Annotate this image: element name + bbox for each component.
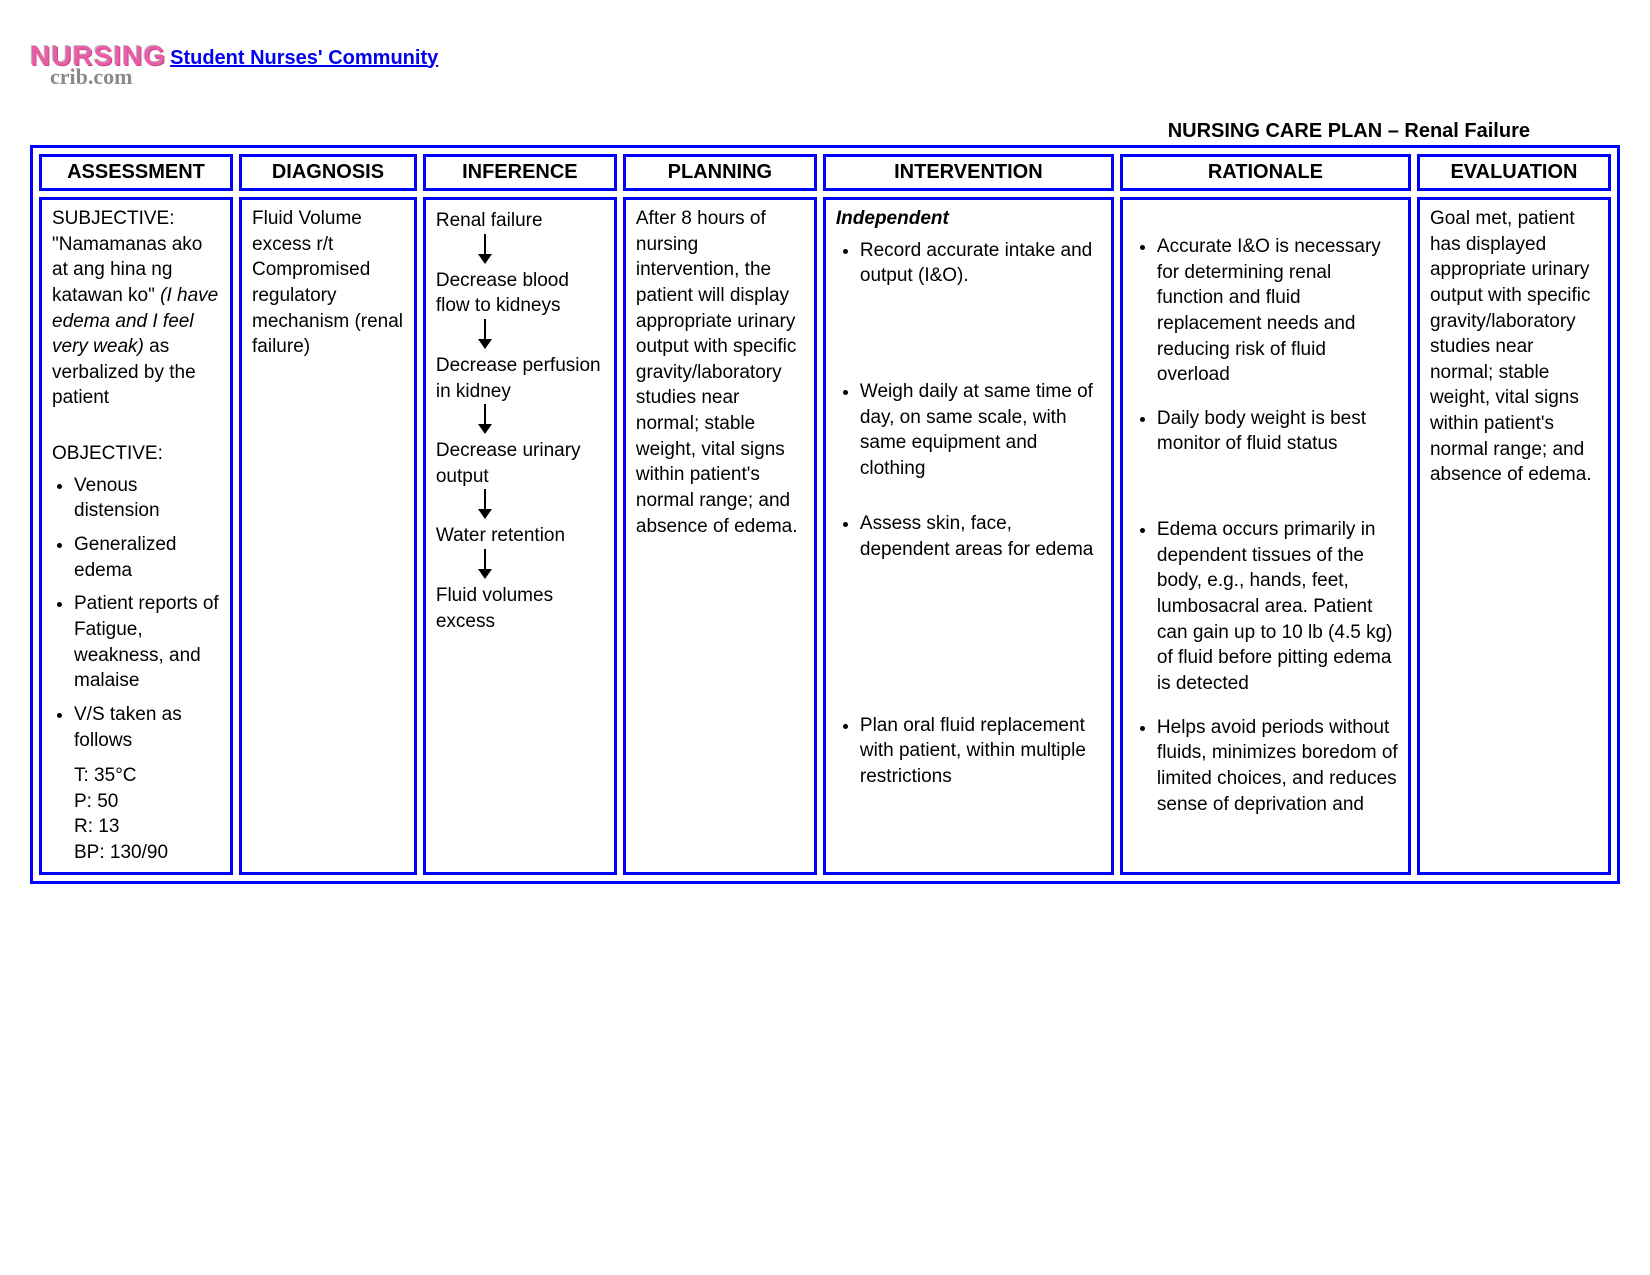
plan-outer-border: ASSESSMENT DIAGNOSIS INFERENCE PLANNING … — [30, 145, 1620, 884]
inference-step: Renal failure — [436, 208, 604, 234]
objective-item: Generalized edema — [74, 532, 220, 583]
cell-assessment: SUBJECTIVE: "Namamanas ako at ang hina n… — [39, 197, 233, 875]
vital-bp: BP: 130/90 — [74, 840, 220, 866]
page-title: NURSING CARE PLAN – Renal Failure — [30, 120, 1620, 143]
vitals: T: 35°C P: 50 R: 13 BP: 130/90 — [74, 763, 220, 866]
page: NURSING crib.com Student Nurses' Communi… — [0, 0, 1650, 884]
down-arrow-icon — [476, 404, 604, 434]
down-arrow-icon — [476, 319, 604, 349]
col-diagnosis: DIAGNOSIS — [239, 154, 417, 191]
down-arrow-icon — [476, 489, 604, 519]
col-inference: INFERENCE — [423, 154, 617, 191]
cell-planning: After 8 hours of nursing intervention, t… — [623, 197, 817, 875]
rationale-item: Daily body weight is best monitor of flu… — [1157, 406, 1398, 457]
logo: NURSING crib.com — [30, 40, 166, 90]
inference-step: Decrease urinary output — [436, 438, 604, 489]
down-arrow-icon — [476, 234, 604, 264]
cell-diagnosis: Fluid Volume excess r/t Compromised regu… — [239, 197, 417, 875]
objective-item: Venous distension — [74, 473, 220, 524]
cell-evaluation: Goal met, patient has displayed appropri… — [1417, 197, 1611, 875]
rationale-item: Edema occurs primarily in dependent tiss… — [1157, 517, 1398, 696]
col-planning: PLANNING — [623, 154, 817, 191]
community-link[interactable]: Student Nurses' Community — [170, 47, 438, 70]
table-body-row: SUBJECTIVE: "Namamanas ako at ang hina n… — [39, 197, 1611, 875]
inference-flow: Renal failure Decrease blood flow to kidn… — [436, 208, 604, 634]
vital-p: P: 50 — [74, 789, 220, 815]
subjective-label: SUBJECTIVE: — [52, 206, 220, 232]
cell-intervention: Independent Record accurate intake and o… — [823, 197, 1114, 875]
inference-step: Water retention — [436, 523, 604, 549]
down-arrow-icon — [476, 549, 604, 579]
objective-list: Venous distension Generalized edema Pati… — [52, 473, 220, 753]
intervention-item: Assess skin, face, dependent areas for e… — [860, 511, 1101, 562]
intervention-list: Record accurate intake and output (I&O).… — [836, 238, 1101, 790]
header: NURSING crib.com Student Nurses' Communi… — [30, 40, 1620, 90]
inference-step: Fluid volumes excess — [436, 583, 604, 634]
care-plan-table: ASSESSMENT DIAGNOSIS INFERENCE PLANNING … — [33, 148, 1617, 881]
rationale-item: Accurate I&O is necessary for determinin… — [1157, 234, 1398, 388]
vital-t: T: 35°C — [74, 763, 220, 789]
table-header-row: ASSESSMENT DIAGNOSIS INFERENCE PLANNING … — [39, 154, 1611, 191]
vital-r: R: 13 — [74, 814, 220, 840]
intervention-item: Plan oral fluid replacement with patient… — [860, 713, 1101, 790]
col-rationale: RATIONALE — [1120, 154, 1411, 191]
inference-step: Decrease perfusion in kidney — [436, 353, 604, 404]
col-evaluation: EVALUATION — [1417, 154, 1611, 191]
objective-item: Patient reports of Fatigue, weakness, an… — [74, 591, 220, 694]
intervention-item: Record accurate intake and output (I&O). — [860, 238, 1101, 289]
intervention-heading: Independent — [836, 206, 1101, 232]
rationale-list: Accurate I&O is necessary for determinin… — [1133, 234, 1398, 817]
cell-rationale: Accurate I&O is necessary for determinin… — [1120, 197, 1411, 875]
cell-inference: Renal failure Decrease blood flow to kidn… — [423, 197, 617, 875]
col-intervention: INTERVENTION — [823, 154, 1114, 191]
col-assessment: ASSESSMENT — [39, 154, 233, 191]
intervention-item: Weigh daily at same time of day, on same… — [860, 379, 1101, 482]
objective-label: OBJECTIVE: — [52, 441, 220, 467]
rationale-item: Helps avoid periods without fluids, mini… — [1157, 715, 1398, 818]
inference-step: Decrease blood flow to kidneys — [436, 268, 604, 319]
objective-item: V/S taken as follows — [74, 702, 220, 753]
